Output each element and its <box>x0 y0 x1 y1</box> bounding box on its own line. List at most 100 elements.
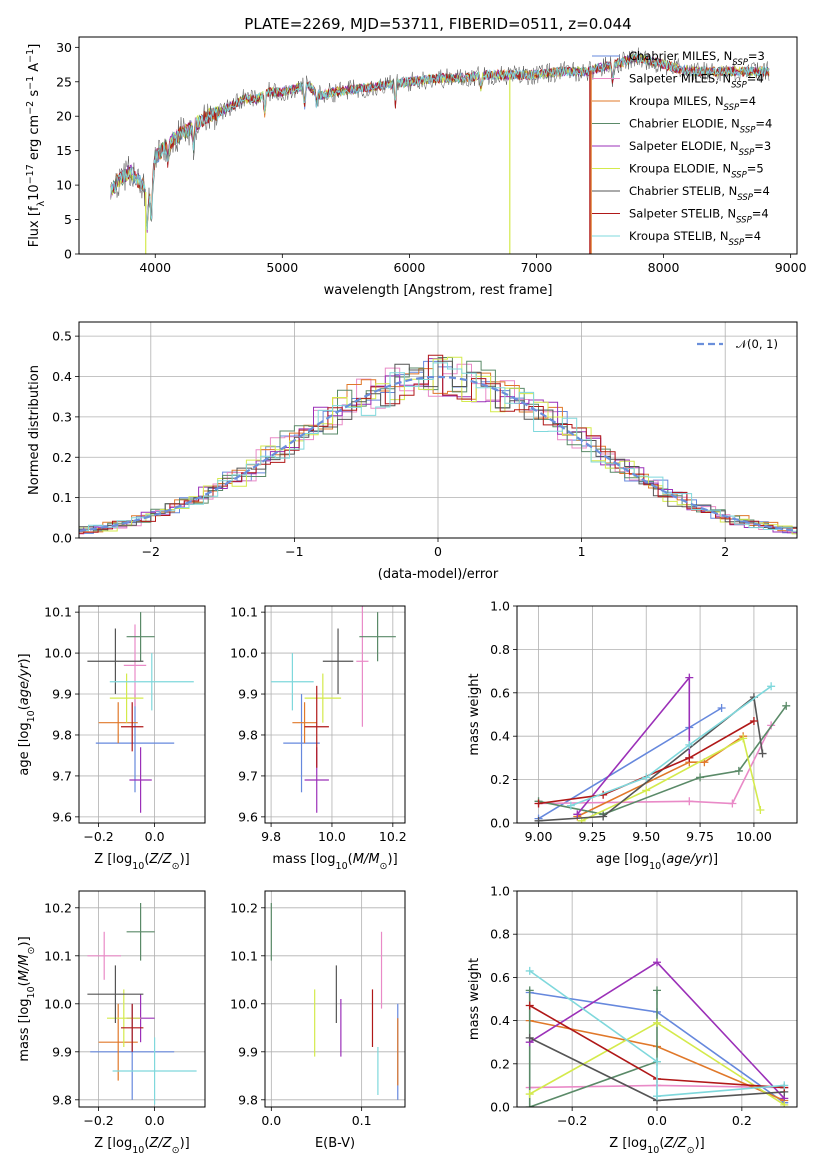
weight-marker <box>653 986 661 995</box>
weight-series <box>581 737 762 822</box>
errorbars <box>87 612 194 813</box>
x-tick-label: −0.2 <box>83 1113 113 1128</box>
weight-marker <box>685 797 694 806</box>
histograms <box>79 354 797 535</box>
weight-series <box>576 735 744 818</box>
x-tick-label: 9.50 <box>632 829 660 844</box>
legend-label: Salpeter ELODIE, NSSP=3 <box>629 139 771 158</box>
legend-label: Salpeter MILES, NSSP=4 <box>629 72 764 91</box>
y-tick-label: 9.8 <box>52 1092 72 1107</box>
y-tick-label: 0.3 <box>52 409 72 424</box>
errorbars <box>271 606 396 813</box>
errorbars <box>270 903 399 1100</box>
axes-frame <box>78 890 206 1108</box>
y-tick-label: 0.0 <box>52 531 72 546</box>
weight-marker <box>685 753 694 762</box>
x-tick-label: 0.0 <box>647 1113 667 1128</box>
weight-marker <box>653 1018 661 1027</box>
y-tick-label: 0.1 <box>52 490 72 505</box>
axes-frame <box>264 890 406 1108</box>
x-tick-label: 9000 <box>775 260 807 275</box>
axes-frame <box>516 890 798 1108</box>
weight-marker <box>573 810 582 819</box>
weight-marker <box>780 1100 789 1107</box>
weight-marker <box>599 812 608 821</box>
y-tick-label: 9.8 <box>52 727 72 742</box>
x-tick-label: −0.2 <box>83 829 113 844</box>
y-tick-label: 10.2 <box>230 900 258 915</box>
weight-series <box>529 970 785 1098</box>
spectrum-line <box>110 53 770 231</box>
x-tick-label: 7000 <box>521 260 553 275</box>
y-tick-label: 10.2 <box>44 900 72 915</box>
y-axis-label: Normed distribution <box>27 365 42 495</box>
weight-marker <box>525 1103 534 1107</box>
weight-marker <box>756 805 765 814</box>
x-tick-label: −2 <box>142 544 160 559</box>
y-tick-label: 10.1 <box>44 948 72 963</box>
x-tick-label: 0.0 <box>261 1113 281 1128</box>
x-axis-label: mass [log10(M/M⊙)] <box>272 852 397 872</box>
y-tick-label: 25 <box>56 74 72 89</box>
weight-marker <box>642 773 651 782</box>
axes-z-weight: −0.2 0.0 0.2 0.0 0.2 0.4 0.6 0.8 1.0 Z [log10(Z/Z… <box>467 884 798 1156</box>
x-tick-label: 0.2 <box>732 1113 752 1128</box>
weight-marker <box>653 958 661 967</box>
x-tick-label: 4000 <box>139 260 171 275</box>
axes-frame <box>78 321 798 539</box>
weight-marker <box>525 966 534 975</box>
y-tick-label: 10 <box>56 178 72 193</box>
x-tick-label: 5000 <box>266 260 298 275</box>
legend-label: Chabrier MILES, NSSP=3 <box>629 49 765 68</box>
axes-mass-age: 9.8 10.0 10.2 9.6 9.7 9.8 9.9 10.0 10.1 mass [log… <box>230 605 407 872</box>
x-tick-label: 0 <box>434 544 442 559</box>
weight-marker <box>758 749 767 758</box>
y-tick-label: 0.0 <box>490 1100 510 1115</box>
weight-marker <box>685 740 694 749</box>
x-tick-label: 6000 <box>394 260 426 275</box>
weight-marker <box>739 734 748 743</box>
histogram-series <box>79 362 797 532</box>
weight-lines <box>534 673 791 823</box>
x-axis-label: Z [log10(Z/Z⊙)] <box>94 852 189 872</box>
weight-marker <box>717 703 726 712</box>
x-tick-label: 8000 <box>648 260 680 275</box>
spectrum-lines <box>110 47 770 254</box>
y-tick-label: 0.4 <box>490 729 510 744</box>
weight-lines <box>525 958 789 1107</box>
y-tick-label: 10.1 <box>44 605 72 620</box>
x-tick-label: 0.0 <box>145 1113 165 1128</box>
legend-label: Salpeter STELIB, NSSP=4 <box>629 207 769 226</box>
y-tick-label: 0.0 <box>490 816 510 831</box>
y-tick-label: 0.8 <box>490 642 510 657</box>
y-axis-label: mass [log10(M/M⊙)] <box>17 936 37 1061</box>
weight-marker <box>653 1092 661 1101</box>
legend-label: 𝒩(0, 1) <box>736 337 778 351</box>
x-tick-label: 10.00 <box>736 829 772 844</box>
x-tick-label: −1 <box>285 544 303 559</box>
y-tick-label: 1.0 <box>490 884 510 899</box>
weight-marker <box>534 799 543 808</box>
y-tick-label: 0.6 <box>490 685 510 700</box>
y-tick-label: 1.0 <box>490 599 510 614</box>
y-axis-label: mass weight <box>467 958 482 1040</box>
weight-marker <box>685 673 694 682</box>
weight-marker <box>566 801 575 810</box>
x-tick-label: 10.0 <box>318 829 346 844</box>
legend-label: Chabrier ELODIE, NSSP=4 <box>629 117 772 136</box>
weight-marker <box>653 1057 661 1066</box>
weight-marker <box>780 1081 789 1090</box>
y-tick-label: 9.6 <box>238 809 258 824</box>
y-tick-label: 0.2 <box>490 1056 510 1071</box>
y-tick-label: 9.9 <box>238 1044 258 1059</box>
axes-z-age: −0.2 0.0 9.6 9.7 9.8 9.9 10.0 10.1 Z [log10(Z/Z⊙… <box>17 605 206 872</box>
y-tick-label: 10.1 <box>230 948 258 963</box>
y-tick-label: 9.7 <box>238 768 258 783</box>
y-tick-label: 10.0 <box>44 996 72 1011</box>
x-tick-label: 1 <box>578 544 586 559</box>
y-tick-label: 0.4 <box>52 369 72 384</box>
y-tick-label: 9.7 <box>52 768 72 783</box>
weight-series <box>576 675 691 815</box>
x-axis-label: E(B-V) <box>315 1136 355 1151</box>
